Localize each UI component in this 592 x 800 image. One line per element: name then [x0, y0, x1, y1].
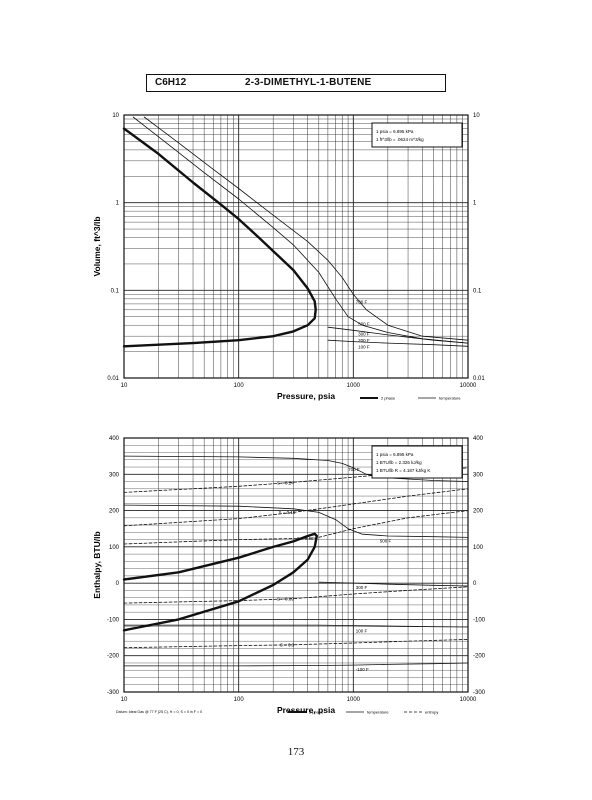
- entropy-line: [123, 639, 469, 649]
- chart-header-box: C6H12 2-3-DIMETHYL-1-BUTENE: [146, 74, 446, 92]
- y-axis-label: Enthalpy, BTU/lb: [92, 531, 102, 598]
- y-axis-label: Volume, ft^3/lb: [92, 216, 102, 276]
- x-tick-label: 100: [234, 697, 245, 703]
- two-phase-curve: [122, 532, 318, 632]
- y-tick-label-left: 200: [109, 509, 120, 515]
- entropy-label: S = 0.09: [277, 596, 294, 601]
- y-tick-label-left: 300: [109, 472, 120, 478]
- two-phase-curve: [122, 127, 317, 348]
- temperature-label: -100 F: [356, 667, 369, 672]
- conversion-box: [371, 122, 463, 148]
- entropy-label: S = 0.3: [280, 642, 295, 647]
- temperature-label: 100 F: [356, 628, 368, 633]
- y-tick-label-left: 0: [116, 581, 120, 587]
- legend-label: 2 phase: [381, 396, 396, 401]
- legend-label: entropy: [425, 710, 438, 715]
- x-tick-label: 10000: [460, 697, 477, 703]
- x-tick-label: 10000: [460, 383, 477, 389]
- y-tick-label-left: -300: [107, 690, 120, 696]
- conversion-text: 1 BTU/lb R = 4.187 kJ/kg K: [376, 468, 430, 473]
- entropy-label: S = 0.15: [278, 510, 295, 515]
- entropy-line: [123, 586, 469, 604]
- x-tick-label: 10: [121, 697, 128, 703]
- conversion-text: 1 ft^3/lb = .0624 m^3/kg: [376, 137, 424, 142]
- y-tick-label-right: 0.01: [473, 376, 485, 382]
- y-tick-label-right: 300: [473, 472, 484, 478]
- y-tick-label-right: 200: [473, 509, 484, 515]
- temperature-label: 300 F: [356, 585, 368, 590]
- conversion-text: 1 psia = 6.895 kPa: [376, 452, 414, 457]
- temperature-line: [327, 339, 469, 347]
- temperature-label: 500 F: [358, 321, 370, 326]
- temperature-line: [123, 624, 469, 628]
- x-tick-label: 10: [121, 383, 128, 389]
- y-tick-label-left: -100: [107, 617, 120, 623]
- page-number: 173: [287, 746, 305, 758]
- y-tick-label-right: 0: [473, 581, 477, 587]
- y-tick-label-right: 1: [473, 201, 477, 207]
- entropy-line: [123, 510, 469, 545]
- temperature-label: 100 F: [358, 344, 370, 349]
- entropy-label: S = 0.12: [297, 536, 314, 541]
- conversion-text: 1 BTU/lb = 2.326 kJ/kg: [376, 460, 422, 465]
- conversion-box: [371, 445, 463, 479]
- temperature-line: [123, 504, 469, 538]
- temperature-line: [132, 116, 469, 344]
- y-tick-label-right: -100: [473, 617, 486, 623]
- formula: C6H12: [155, 77, 187, 88]
- temperature-line: [123, 455, 469, 482]
- y-tick-label-right: 10: [473, 113, 480, 119]
- conversion-text: 1 psia = 6.895 kPa: [376, 129, 414, 134]
- temperature-label: 300 F: [358, 332, 370, 337]
- legend-label: 2 phase: [309, 710, 324, 715]
- legend-label: temperature: [439, 396, 461, 401]
- y-tick-label-left: 100: [109, 545, 120, 551]
- compound-name: 2-3-DIMETHYL-1-BUTENE: [245, 77, 372, 88]
- y-tick-label-left: 10: [112, 113, 119, 119]
- x-tick-label: 1000: [347, 383, 361, 389]
- entropy-line: [123, 488, 469, 527]
- temperature-line: [143, 116, 469, 341]
- temperature-label: 700 F: [348, 467, 360, 472]
- x-tick-label: 1000: [347, 697, 361, 703]
- y-tick-label-left: 0.1: [111, 288, 120, 294]
- temperature-label: 200 F: [358, 338, 370, 343]
- y-tick-label-right: 100: [473, 545, 484, 551]
- y-tick-label-right: -200: [473, 654, 486, 660]
- temperature-line: [327, 326, 469, 344]
- temperature-label: 700 F: [356, 299, 368, 304]
- temperature-label: 500 F: [380, 539, 392, 544]
- y-tick-label-right: -300: [473, 690, 486, 696]
- x-axis-label: Pressure, psia: [277, 705, 335, 715]
- y-tick-label-left: 1: [116, 201, 120, 207]
- plot-frame: [123, 114, 469, 379]
- y-tick-label-right: 0.1: [473, 288, 482, 294]
- legend-label: temperature: [367, 710, 389, 715]
- plot-frame: [123, 437, 469, 693]
- x-tick-label: 100: [234, 383, 245, 389]
- y-tick-label-left: -200: [107, 654, 120, 660]
- x-axis-label: Pressure, psia: [277, 391, 335, 401]
- entropy-label: S = 0.24: [277, 480, 294, 485]
- datum-footnote: Datum: Ideal Gas @ 77 F (25 C), H = 0, S…: [116, 710, 202, 714]
- temperature-line: [318, 581, 469, 587]
- temperature-line: [123, 662, 469, 667]
- y-tick-label-right: 400: [473, 436, 484, 442]
- y-tick-label-left: 400: [109, 436, 120, 442]
- y-tick-label-left: 0.01: [107, 376, 119, 382]
